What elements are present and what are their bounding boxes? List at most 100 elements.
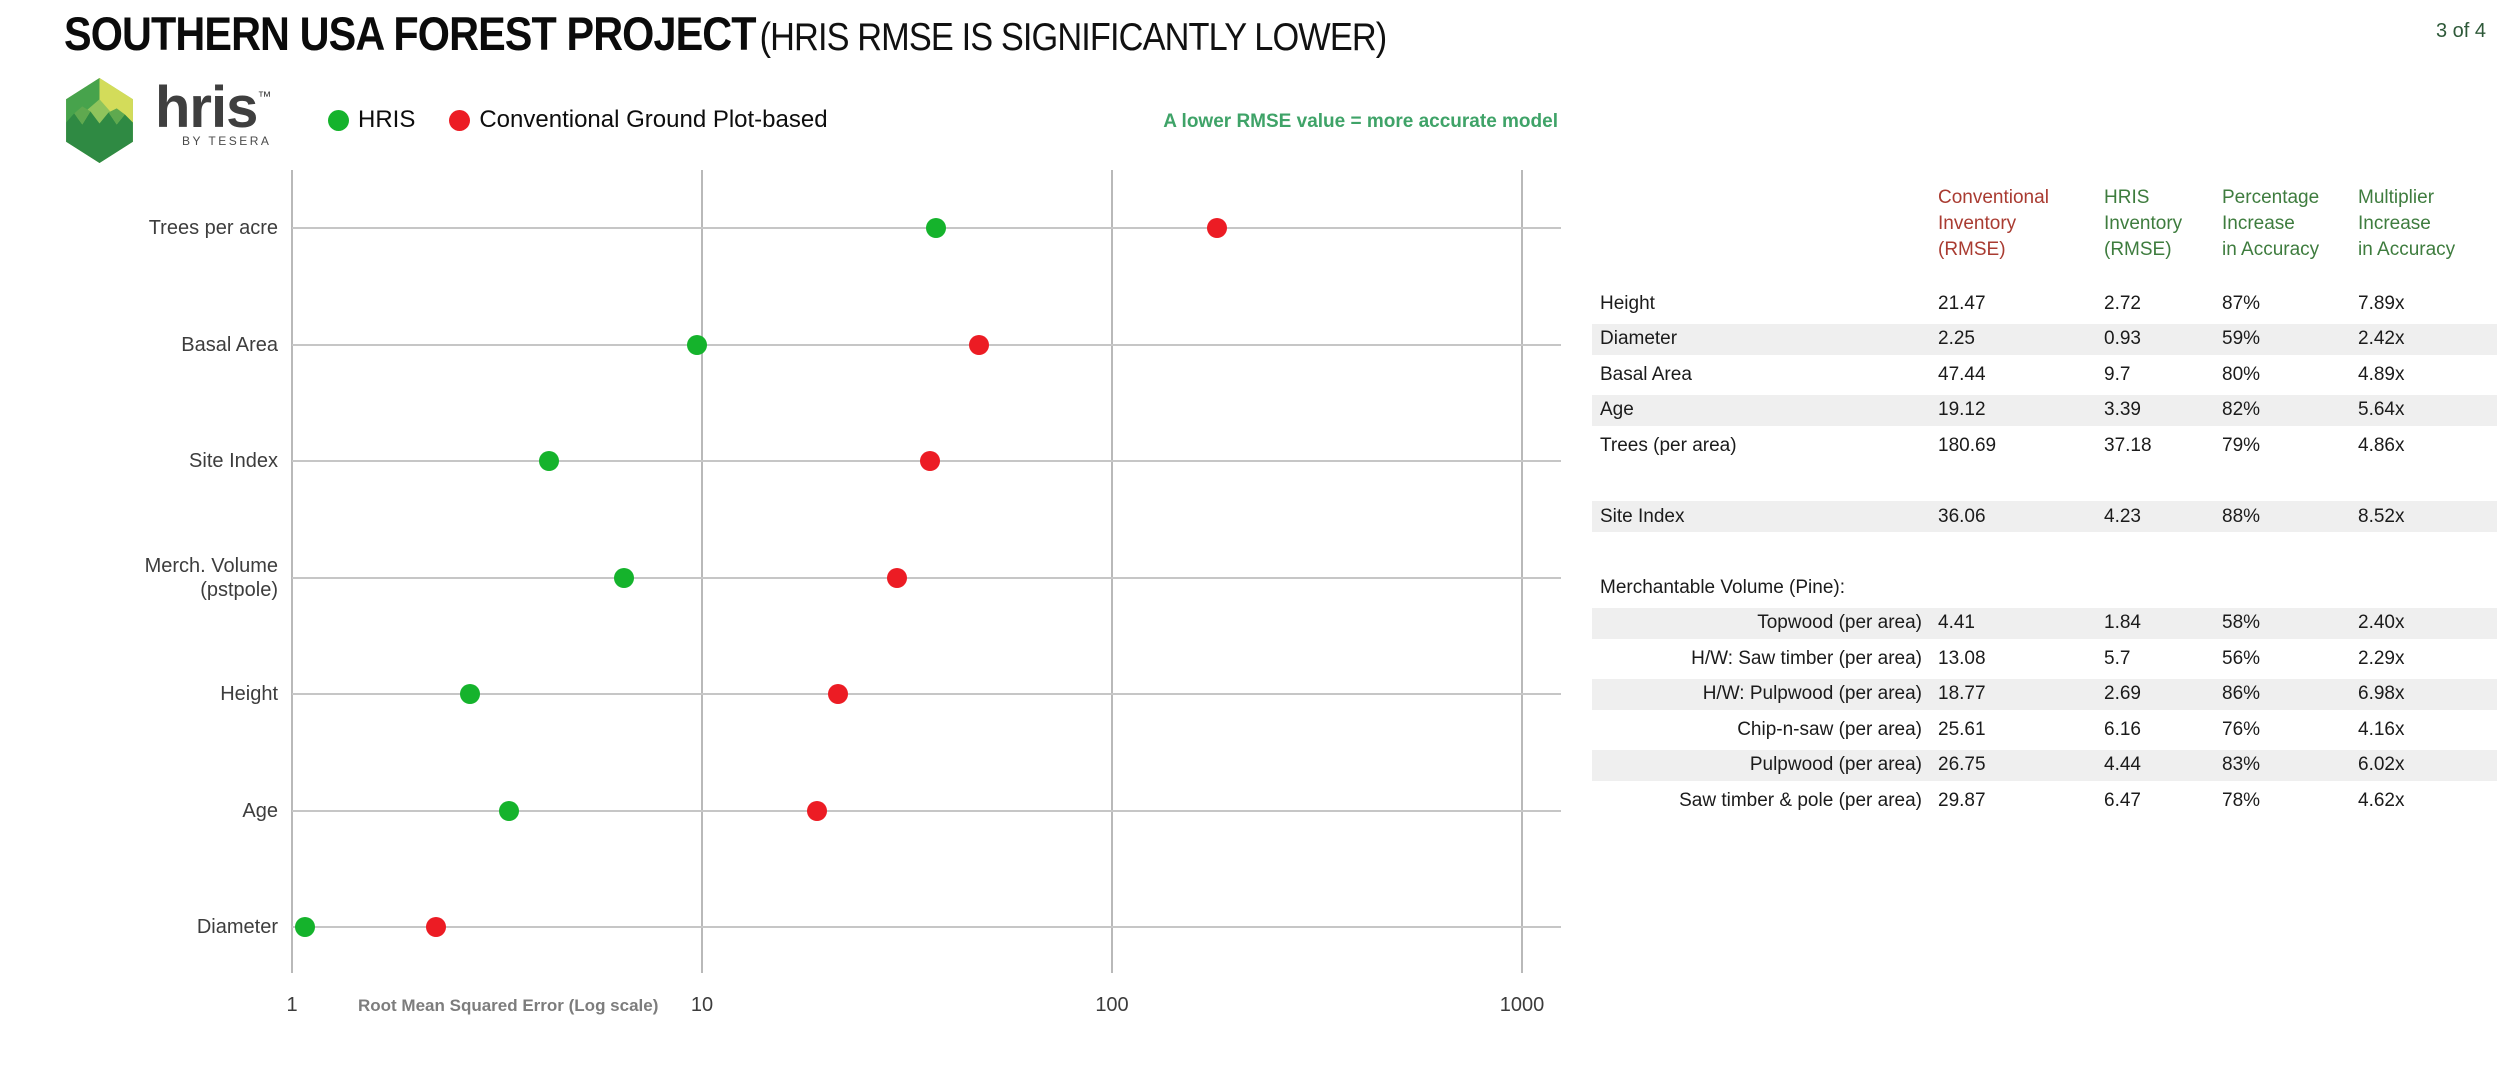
table-cell: 4.62x <box>2358 789 2405 811</box>
category-label: Height <box>220 683 278 705</box>
data-point-hris <box>925 218 946 238</box>
hris-hexagon-forest-icon <box>66 78 133 163</box>
table-cell: 36.06 <box>1938 505 1986 527</box>
hris-logo: hris™ BY TESERA <box>66 78 271 163</box>
table-cell: 88% <box>2222 505 2261 527</box>
table-cell: 80% <box>2222 363 2261 385</box>
gridline-horizontal <box>292 926 1561 928</box>
table-cell: 8.52x <box>2358 505 2405 527</box>
gridline-vertical <box>1111 170 1113 973</box>
table-cell: 25.61 <box>1938 718 1986 740</box>
table-cell: 4.89x <box>2358 363 2405 385</box>
x-tick-label: 1 <box>286 994 298 1016</box>
table-cell: 2.40x <box>2358 612 2405 634</box>
row-shade <box>1592 501 2497 532</box>
table-row: H/W: Saw timber (per area) 13.08 5.7 56% 2.2… <box>1592 641 2497 677</box>
x-axis-title: Root Mean Squared Error (Log scale) <box>358 996 659 1015</box>
table-cell: 37.18 <box>2104 434 2152 456</box>
table-cell: 4.86x <box>2358 434 2405 456</box>
table-cell: 59% <box>2222 328 2261 350</box>
data-point-conventional <box>807 800 828 821</box>
data-point-conventional <box>920 451 941 471</box>
table-row: Site Index 36.06 4.23 88% 8.52x <box>1592 499 2497 535</box>
table-cell: 58% <box>2222 612 2261 634</box>
data-point-conventional <box>1207 218 1228 238</box>
legend-item-conventional: Conventional Ground Plot-based <box>449 106 828 134</box>
row-label: Diameter <box>1600 328 1678 350</box>
data-point-hris <box>460 684 481 704</box>
table-row: Trees (per area) 180.69 37.18 79% 4.86x <box>1592 428 2497 464</box>
data-point-hris <box>614 567 635 588</box>
table-cell: 83% <box>2222 754 2261 776</box>
table-cell: 6.16 <box>2104 718 2141 740</box>
rmse-dot-plot: 1 10 100 1000 Root Mean Squared Error (Log s… <box>145 170 1561 1016</box>
table-cell: 82% <box>2222 399 2261 421</box>
chart-legend: HRIS Conventional Ground Plot-based <box>328 106 862 134</box>
data-point-conventional <box>886 567 907 588</box>
table-row: Height 21.47 2.72 87% 7.89x <box>1592 286 2497 322</box>
legend-label-conventional: Conventional Ground Plot-based <box>479 106 828 133</box>
table-row: Chip-n-saw (per area) 25.61 6.16 76% 4.16x <box>1592 712 2497 748</box>
table-row-spacer <box>1592 535 2497 571</box>
table-cell: 76% <box>2222 718 2261 740</box>
hris-legend-dot-icon <box>328 109 349 131</box>
table-cell: 0.93 <box>2104 328 2141 350</box>
section-label: Merchantable Volume (Pine): <box>1600 576 1846 598</box>
column-header: Multiplier Increase in Accuracy <box>2358 187 2456 260</box>
table-cell: 4.16x <box>2358 718 2405 740</box>
row-shade <box>1592 607 2497 639</box>
legend-label-hris: HRIS <box>358 106 416 133</box>
row-label: Pulpwood (per area) <box>1749 754 1922 776</box>
row-label: H/W: Pulpwood (per area) <box>1702 683 1922 705</box>
table-cell: 19.12 <box>1938 399 1986 421</box>
row-label: Chip-n-saw (per area) <box>1737 718 1922 740</box>
table-cell: 21.47 <box>1938 292 1986 314</box>
hris-byline: BY TESERA <box>181 134 272 148</box>
row-label: H/W: Saw timber (per area) <box>1691 647 1922 669</box>
x-tick-label: 10 <box>690 994 714 1016</box>
table-row: Topwood (per area) 4.41 1.84 58% 2.40x <box>1592 606 2497 642</box>
table-cell: 9.7 <box>2104 363 2131 385</box>
table-cell: 56% <box>2222 647 2261 669</box>
data-point-hris <box>686 334 707 355</box>
row-shade <box>1592 394 2497 426</box>
table-cell: 47.44 <box>1938 363 1986 385</box>
table-cell: 7.89x <box>2358 292 2405 314</box>
row-label: Age <box>1600 399 1634 421</box>
table-cell: 4.44 <box>2104 754 2141 776</box>
table-cell: 78% <box>2222 789 2261 811</box>
table-cell: 2.72 <box>2104 292 2141 314</box>
trademark-symbol: ™ <box>257 88 272 104</box>
table-cell: 86% <box>2222 683 2261 705</box>
row-label: Trees (per area) <box>1600 434 1737 456</box>
page-title-main: SOUTHERN USA FOREST PROJECT <box>64 7 757 60</box>
category-label: Basal Area <box>181 333 278 356</box>
table-row: H/W: Pulpwood (per area) 18.77 2.69 86% 6.98… <box>1592 677 2497 713</box>
table-cell: 6.98x <box>2358 683 2405 705</box>
table-cell: 13.08 <box>1938 647 1986 669</box>
table-cell: 5.64x <box>2358 399 2405 421</box>
data-point-conventional <box>969 334 990 355</box>
page-title: SOUTHERN USA FOREST PROJECT (HRIS RMSE I… <box>64 6 1388 61</box>
table-row: Pulpwood (per area) 26.75 4.44 83% 6.02x <box>1592 748 2497 784</box>
table-row: Age 19.12 3.39 82% 5.64x <box>1592 393 2497 429</box>
table-row: Basal Area 47.44 9.7 80% 4.89x <box>1592 357 2497 393</box>
row-label: Saw timber & pole (per area) <box>1679 789 1922 811</box>
table-cell: 79% <box>2222 434 2261 456</box>
column-header: HRIS Inventory (RMSE) <box>2104 187 2183 260</box>
row-shade <box>1592 678 2497 710</box>
legend-item-hris: HRIS <box>328 106 415 134</box>
table-cell: 6.47 <box>2104 789 2141 811</box>
table-cell: 87% <box>2222 292 2261 314</box>
gridline-vertical <box>291 170 293 973</box>
gridline-horizontal <box>292 809 1561 812</box>
row-label: Site Index <box>1600 505 1685 527</box>
page-title-subtitle: (HRIS RMSE IS SIGNIFICANTLY LOWER) <box>759 16 1388 59</box>
column-header: Percentage Increase in Accuracy <box>2222 187 2320 260</box>
gridline-horizontal <box>292 343 1561 346</box>
rmse-annotation: A lower RMSE value = more accurate model <box>1163 111 1558 132</box>
table-cell: 3.39 <box>2104 399 2141 421</box>
table-row: Diameter 2.25 0.93 59% 2.42x <box>1592 322 2497 358</box>
row-shade <box>1592 749 2497 781</box>
table-cell: 18.77 <box>1938 683 1986 705</box>
